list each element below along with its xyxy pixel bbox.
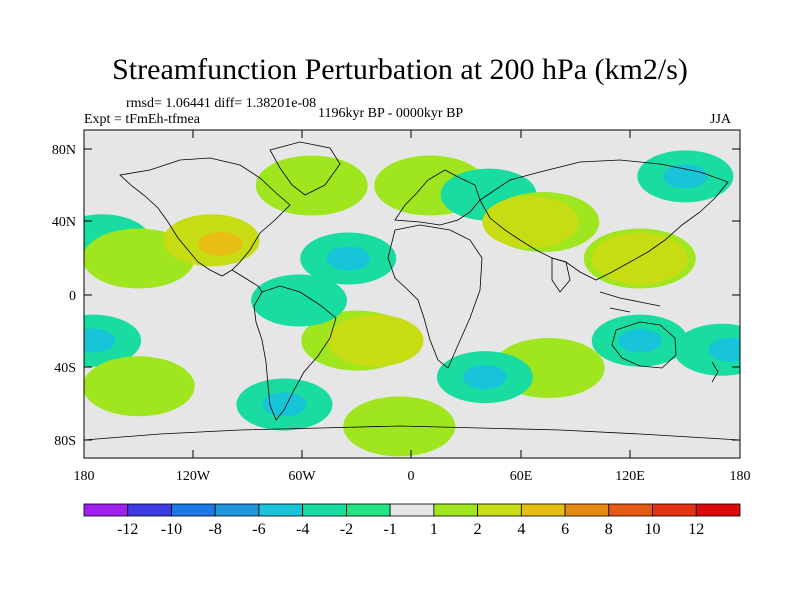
- period-label: 1196kyr BP - 0000kyr BP: [318, 106, 464, 121]
- colorbar-labels: -12 -10 -8 -6 -4 -2 -1 1 2 4 6 8 10 12: [117, 521, 704, 538]
- anomaly-australia-core: [617, 328, 662, 353]
- lon-label-180w: 180: [74, 469, 95, 484]
- experiment-label: Expt = tFmEh-tfmea: [84, 112, 200, 127]
- colorbar-label-3: -6: [252, 521, 265, 538]
- colorbar-label-11: 8: [605, 521, 613, 538]
- colorbar-label-12: 10: [645, 521, 661, 538]
- coast-indonesia: [599, 291, 661, 313]
- anomaly-central-america-core: [198, 231, 243, 256]
- colorbar-box-3: [214, 503, 260, 517]
- colorbar-box-7: [389, 503, 435, 517]
- anomaly-far-east-neg: [673, 323, 740, 376]
- anomaly-fields: [84, 150, 740, 457]
- anomaly-south-atlantic-core: [327, 314, 424, 367]
- lon-label-120w: 120W: [176, 469, 211, 484]
- colorbar-box-1: [127, 503, 172, 517]
- lat-label-80s: 80S: [54, 434, 76, 449]
- coast-south-america: [253, 285, 337, 421]
- lon-labels: 180 120W 60W 0 60E 120E 180: [74, 469, 751, 484]
- anomaly-southern-ocean-core: [262, 392, 307, 417]
- colorbar-box-13: [652, 503, 697, 517]
- colorbar-box-4: [258, 503, 304, 517]
- colorbar-box-6: [345, 503, 391, 517]
- lon-label-180e: 180: [730, 469, 751, 484]
- colorbar: [83, 503, 741, 517]
- colorbar-box-10: [520, 503, 566, 517]
- map-title: Streamfunction Perturbation at 200 hPa (…: [112, 53, 688, 86]
- colorbar-label-10: 6: [561, 521, 569, 538]
- lon-label-60e: 60E: [510, 469, 533, 484]
- lat-label-80n: 80N: [52, 143, 76, 158]
- lat-labels: 80N 40N 0 40S 80S: [52, 143, 76, 449]
- map-frame: [83, 129, 741, 459]
- coast-india: [551, 257, 571, 293]
- lon-label-0: 0: [408, 469, 415, 484]
- anomaly-north-pacific-core-east: [663, 164, 708, 189]
- axis-ticks: [84, 130, 740, 458]
- colorbar-label-13: 12: [688, 521, 704, 538]
- map-canvas: [84, 130, 740, 458]
- coast-asia: [479, 159, 729, 281]
- colorbar-label-9: 4: [517, 521, 525, 538]
- anomaly-atlantic-core: [326, 246, 371, 271]
- colorbar-label-7: 1: [430, 521, 438, 538]
- anomaly-south-pacific-pos: [84, 356, 195, 417]
- anomaly-madagascar-core: [462, 365, 507, 390]
- colorbar-box-12: [608, 503, 653, 517]
- season-label: JJA: [710, 112, 732, 127]
- colorbar-box-8: [433, 503, 479, 517]
- colorbar-label-5: -2: [340, 521, 353, 538]
- lon-label-60w: 60W: [288, 469, 316, 484]
- colorbar-box-2: [171, 503, 216, 517]
- coast-new-zealand: [711, 361, 719, 383]
- colorbar-label-1: -10: [161, 521, 182, 538]
- colorbar-box-9: [477, 503, 522, 517]
- coastlines: [84, 141, 740, 441]
- anomaly-east-pacific-core: [84, 328, 116, 353]
- colorbar-label-4: -4: [296, 521, 309, 538]
- coast-north-america: [119, 157, 291, 277]
- coast-europe: [394, 169, 481, 226]
- colorbar-label-6: -1: [383, 521, 396, 538]
- coast-australia: [611, 321, 677, 369]
- colorbar-box-11: [564, 503, 610, 517]
- anomaly-west-pacific-core: [591, 232, 688, 285]
- lat-label-eq: 0: [69, 289, 76, 304]
- coast-greenland: [269, 141, 341, 196]
- lat-label-40s: 40S: [54, 361, 76, 376]
- anomaly-far-east-core: [708, 337, 740, 362]
- colorbar-box-14: [695, 503, 741, 517]
- colorbar-label-8: 2: [474, 521, 482, 538]
- anomaly-central-asia-core: [482, 196, 579, 248]
- colorbar-label-0: -12: [117, 521, 138, 538]
- coast-central-america: [231, 269, 263, 293]
- colorbar-box-5: [302, 503, 347, 517]
- stats-text: rmsd= 1.06441 diff= 1.38201e-08: [126, 96, 317, 111]
- lon-label-120e: 120E: [615, 469, 645, 484]
- anomaly-greenland-pos: [255, 155, 368, 216]
- coast-africa: [387, 224, 483, 369]
- coast-antarctica: [84, 425, 740, 441]
- colorbar-label-2: -8: [209, 521, 222, 538]
- colorbar-box-0: [83, 503, 129, 517]
- lat-label-40n: 40N: [52, 215, 76, 230]
